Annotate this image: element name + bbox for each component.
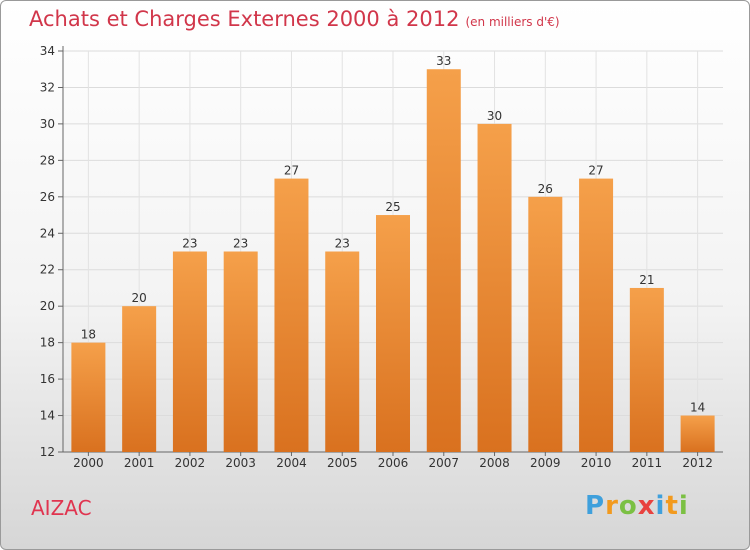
x-tick-label: 2002 (175, 456, 206, 470)
bar-value-label: 21 (639, 273, 654, 287)
x-tick-label: 2005 (327, 456, 358, 470)
y-tick-label: 28 (40, 153, 55, 167)
bar-value-label: 23 (233, 237, 248, 251)
bar-value-label: 30 (487, 109, 502, 123)
chart-subtitle: (en milliers d'€) (465, 15, 560, 29)
chart-title-text: Achats et Charges Externes 2000 à 2012 (29, 7, 460, 31)
y-tick-label: 30 (40, 117, 55, 131)
bar (122, 306, 157, 452)
y-tick-label: 26 (40, 190, 55, 204)
y-tick-label: 14 (40, 409, 55, 423)
y-tick-label: 18 (40, 336, 55, 350)
bar-value-label: 23 (182, 237, 197, 251)
logo-letter: P (585, 491, 606, 521)
bar-value-label: 27 (284, 164, 299, 178)
x-tick-label: 2006 (378, 456, 409, 470)
bar-value-label: 14 (690, 401, 705, 415)
y-tick-label: 20 (40, 299, 55, 313)
bar (477, 123, 512, 452)
bar (71, 342, 106, 452)
logo-letter: i (678, 491, 689, 521)
y-tick-label: 16 (40, 372, 55, 386)
x-tick-label: 2008 (479, 456, 510, 470)
bar-value-label: 18 (81, 328, 96, 342)
chart-title: Achats et Charges Externes 2000 à 2012 (e… (29, 7, 560, 31)
x-tick-label: 2011 (632, 456, 663, 470)
logo-letter: x (637, 491, 656, 521)
x-tick-label: 2000 (73, 456, 104, 470)
logo-letter: r (605, 491, 619, 521)
x-tick-label: 2010 (581, 456, 612, 470)
proxiti-logo[interactable]: Proxiti (585, 491, 689, 521)
bar (274, 178, 309, 452)
y-tick-label: 24 (40, 226, 55, 240)
bar (579, 178, 614, 452)
logo-letter: i (655, 491, 666, 521)
bar (528, 196, 563, 452)
bar (680, 415, 715, 452)
labels: 12 14 16 18 20 22 24 26 28 30 32 34 2000 18 2001 20 2002… (40, 44, 713, 470)
x-tick-label: 2012 (682, 456, 713, 470)
logo-letter: t (665, 491, 679, 521)
y-tick-label: 12 (40, 445, 55, 459)
logo-letter: o (618, 491, 638, 521)
y-tick-label: 34 (40, 44, 55, 58)
bar (325, 251, 360, 452)
x-tick-label: 2009 (530, 456, 561, 470)
bar (426, 69, 461, 453)
bar-value-label: 26 (538, 182, 553, 196)
x-tick-label: 2001 (124, 456, 155, 470)
y-tick-label: 32 (40, 80, 55, 94)
bar (376, 215, 410, 452)
x-tick-label: 2004 (276, 456, 307, 470)
bars (71, 69, 715, 453)
bar-value-label: 25 (385, 200, 400, 214)
bar-value-label: 33 (436, 54, 451, 68)
commune-name: AIZAC (31, 496, 92, 520)
bar-value-label: 23 (335, 237, 350, 251)
bar (629, 287, 664, 452)
y-tick-label: 22 (40, 263, 55, 277)
x-tick-label: 2007 (428, 456, 459, 470)
bar (223, 251, 258, 452)
x-tick-label: 2003 (225, 456, 256, 470)
bar (172, 251, 207, 452)
bar-value-label: 27 (588, 164, 603, 178)
bar-value-label: 20 (132, 291, 147, 305)
